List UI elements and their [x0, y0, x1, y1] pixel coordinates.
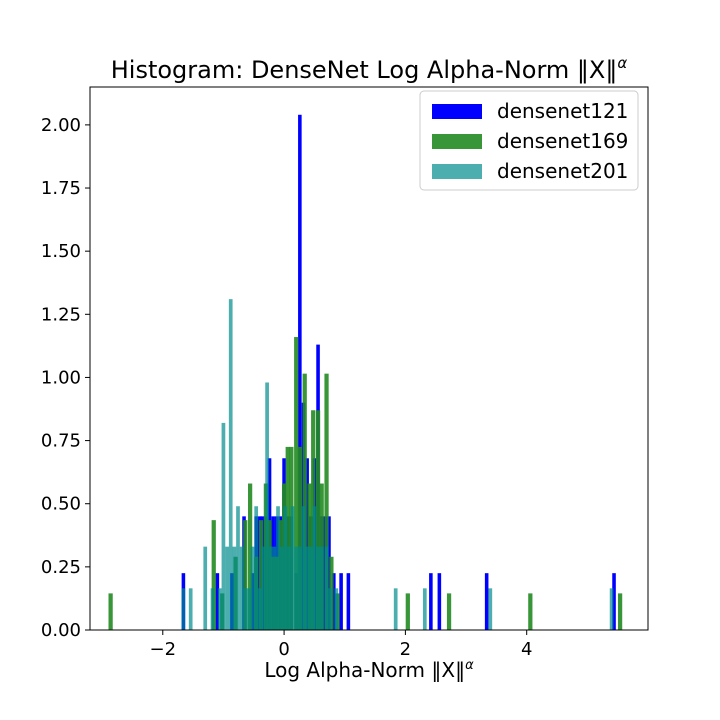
chart-title: Histogram: DenseNet Log Alpha-Norm ‖X‖α — [111, 54, 628, 84]
x-tick-label: 2 — [400, 639, 411, 660]
bar-densenet169-17 — [297, 446, 302, 630]
bar-densenet201-1 — [188, 588, 193, 630]
bar-densenet169-7 — [258, 520, 264, 630]
bar-densenet201-34 — [328, 588, 333, 630]
x-axis-label: Log Alpha-Norm ‖X‖α — [264, 658, 474, 682]
bar-densenet201-37 — [422, 588, 427, 630]
y-tick-label: 2.00 — [41, 115, 81, 136]
plot-frame — [89, 86, 649, 631]
legend: densenet121 densenet169 densenet201 — [419, 90, 639, 191]
bar-densenet201-5 — [221, 422, 226, 630]
bar-densenet201-13 — [250, 546, 255, 630]
bar-densenet201-15 — [257, 588, 262, 630]
bar-densenet201-17 — [265, 382, 269, 630]
bar-densenet201-4 — [217, 588, 222, 630]
bar-densenet201-18 — [268, 546, 273, 630]
bar-densenet201-10 — [239, 546, 244, 630]
y-tick-label: 0.75 — [41, 431, 81, 452]
bar-densenet121-26 — [332, 573, 336, 630]
bar-densenet201-19 — [272, 546, 277, 630]
bar-densenet121-25 — [327, 516, 331, 630]
bar-densenet121-31 — [484, 573, 489, 630]
bar-densenet169-27 — [446, 593, 452, 630]
bar-densenet201-33 — [324, 546, 329, 630]
bar-densenet201-31 — [316, 546, 320, 630]
bar-densenet201-0 — [181, 588, 186, 630]
legend-swatch — [432, 134, 482, 149]
bar-densenet201-36 — [393, 588, 398, 630]
bar-densenet201-39 — [609, 588, 614, 630]
bar-densenet201-25 — [294, 546, 299, 630]
legend-item-densenet201: densenet201 — [432, 159, 628, 183]
bar-densenet169-23 — [324, 373, 329, 630]
legend-label: densenet201 — [497, 159, 628, 183]
bar-densenet201-21 — [279, 546, 284, 630]
bar-densenet201-9 — [236, 506, 240, 630]
bar-densenet201-24 — [290, 506, 295, 630]
bar-densenet169-5 — [248, 483, 253, 630]
bar-densenet121-17 — [298, 114, 302, 630]
bar-densenet201-28 — [305, 546, 309, 630]
bar-densenet201-20 — [276, 506, 280, 630]
legend-item-densenet169: densenet169 — [432, 129, 628, 153]
bar-densenet121-1 — [215, 573, 220, 630]
legend-swatch — [432, 164, 482, 179]
bar-densenet169-26 — [405, 593, 410, 630]
legend-label: densenet121 — [497, 99, 628, 123]
bar-densenet121-28 — [346, 573, 351, 630]
y-tick-label: 1.00 — [41, 367, 81, 388]
bar-densenet121-30 — [437, 573, 442, 630]
y-tick-label: 0.50 — [41, 494, 81, 515]
y-tick-label: 1.25 — [41, 304, 81, 325]
bar-densenet169-29 — [617, 593, 623, 630]
bars-layer — [108, 114, 623, 630]
bar-densenet201-6 — [225, 546, 229, 630]
x-tick-label: 4 — [521, 639, 532, 660]
y-tick-label: 0.25 — [41, 557, 81, 578]
bar-densenet169-1 — [211, 520, 216, 630]
bar-densenet121-32 — [612, 573, 616, 630]
bar-densenet201-30 — [312, 506, 317, 630]
bar-densenet201-11 — [243, 588, 248, 630]
axes-layer: 0.00 0.25 0.50 0.75 1.00 1.25 1.50 1.75 2.00 −2 0 2… — [41, 86, 649, 660]
bar-densenet169-18 — [302, 373, 307, 630]
bar-densenet201-23 — [287, 546, 291, 630]
bar-densenet201-7 — [228, 299, 233, 630]
legend-swatch — [432, 104, 482, 119]
bar-densenet201-12 — [247, 588, 251, 630]
y-tick-label: 1.75 — [41, 178, 81, 199]
bar-densenet169-14 — [285, 446, 290, 630]
bar-densenet201-14 — [254, 506, 259, 630]
bar-densenet121-27 — [339, 573, 343, 630]
bar-densenet201-16 — [261, 546, 266, 630]
bar-densenet201-35 — [334, 588, 339, 630]
legend-label: densenet169 — [497, 129, 628, 153]
bar-densenet201-22 — [283, 506, 288, 630]
x-tick-label: −2 — [150, 639, 177, 660]
series-densenet201 — [181, 299, 614, 630]
y-tick-label: 0.00 — [41, 620, 81, 641]
legend-item-densenet121: densenet121 — [432, 99, 628, 123]
bar-densenet201-8 — [232, 546, 237, 630]
bar-densenet169-16 — [294, 337, 299, 630]
bar-densenet121-29 — [429, 573, 433, 630]
bar-densenet201-3 — [210, 588, 215, 630]
bar-densenet201-29 — [308, 546, 313, 630]
bar-densenet169-4 — [243, 520, 248, 630]
bar-densenet201-2 — [203, 546, 208, 630]
bar-densenet121-19 — [305, 458, 309, 630]
bar-densenet169-21 — [315, 410, 321, 630]
bar-densenet169-28 — [528, 593, 533, 630]
bar-densenet201-38 — [488, 588, 493, 630]
x-tick-label: 0 — [278, 639, 289, 660]
bar-densenet201-26 — [298, 546, 302, 630]
bar-densenet169-0 — [108, 593, 113, 630]
y-tick-label: 1.50 — [41, 241, 81, 262]
bar-densenet201-32 — [319, 546, 324, 630]
bar-densenet201-27 — [301, 506, 306, 630]
